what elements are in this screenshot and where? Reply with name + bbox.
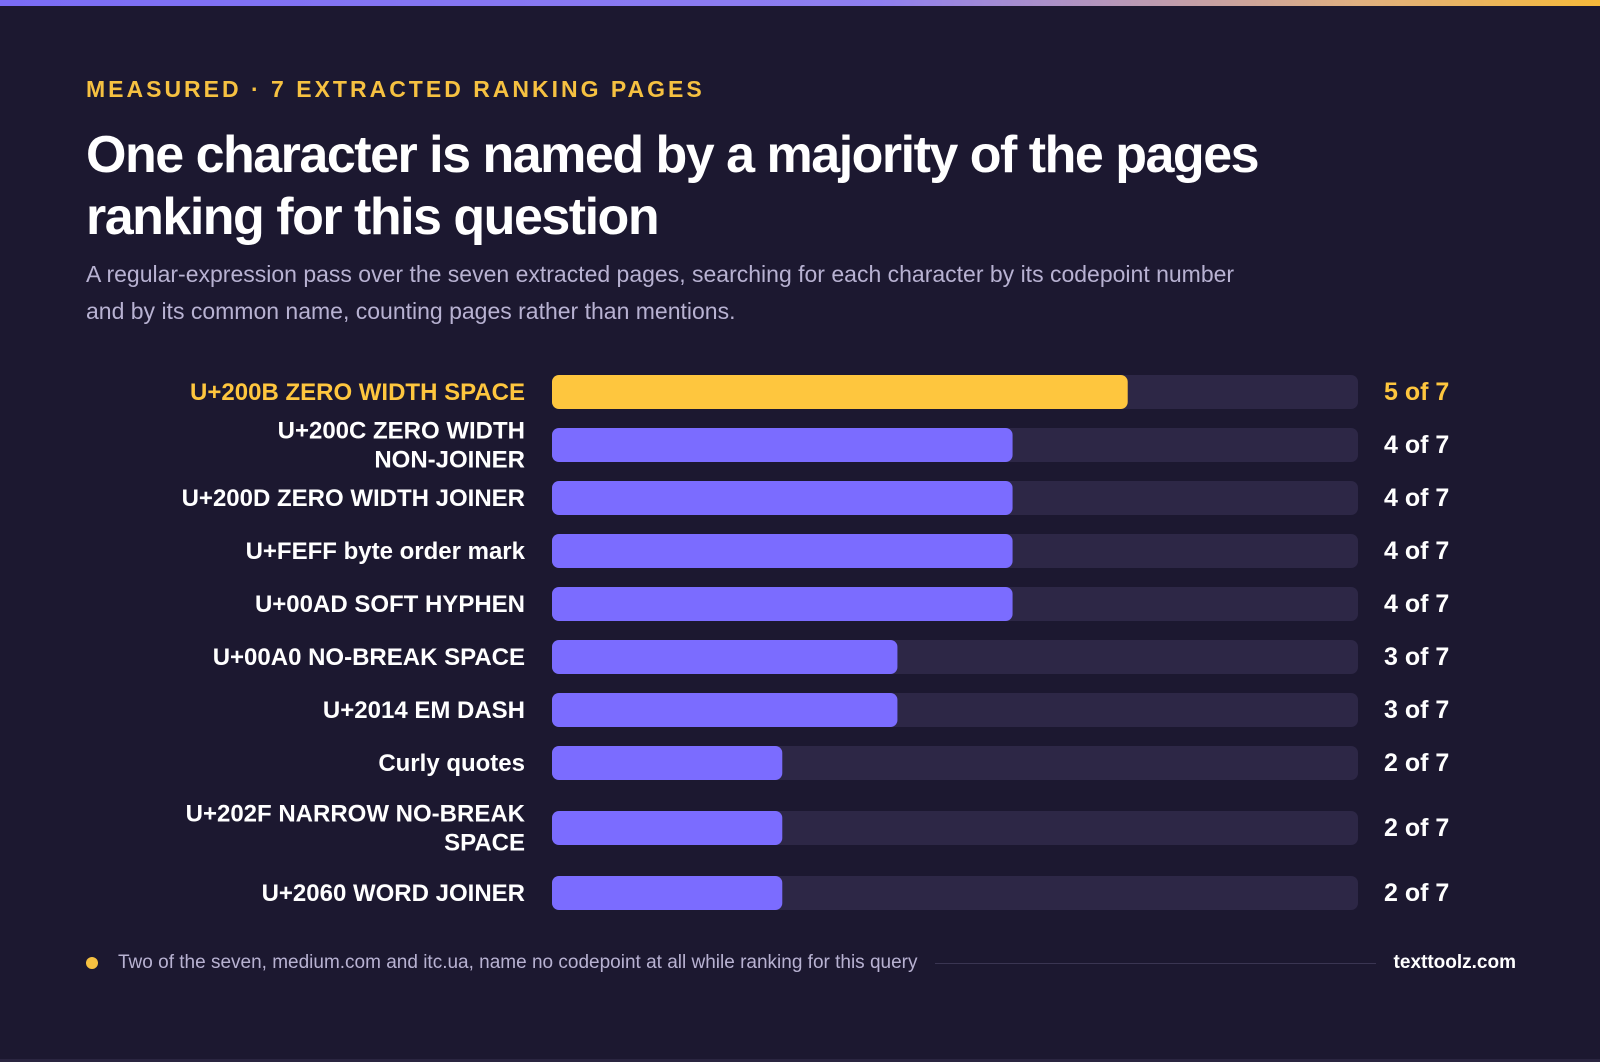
page-title: One character is named by a majority of …	[86, 126, 1260, 246]
footer-divider	[935, 962, 1376, 964]
bar	[552, 876, 783, 910]
value-label: 4 of 7	[1384, 484, 1449, 512]
bar	[552, 693, 898, 727]
category-label: U+FEFF byte order mark	[246, 538, 526, 565]
bullet-dot-icon	[86, 957, 98, 969]
footer-note: Two of the seven, medium.com and itc.ua,…	[118, 952, 918, 973]
category-label: U+2060 WORD JOINER	[262, 880, 525, 907]
value-label: 2 of 7	[1384, 879, 1449, 907]
brand-name: texttoolz.com	[1393, 952, 1516, 973]
bar	[552, 375, 1128, 409]
bar	[552, 640, 898, 674]
value-label: 5 of 7	[1384, 378, 1449, 406]
bar-row: U+2014 EM DASH 3 of 7	[323, 693, 1449, 727]
value-label: 2 of 7	[1384, 749, 1449, 777]
category-label: Curly quotes	[378, 750, 525, 777]
bar-row: U+200B ZERO WIDTH SPACE 5 of 7	[190, 375, 1449, 409]
bar-row: U+200C ZERO WIDTH NON-JOINER 4 of 7	[278, 418, 1450, 474]
bar-row: U+202F NARROW NO-BREAK SPACE 2 of 7	[186, 801, 1450, 857]
bar-row: U+2060 WORD JOINER 2 of 7	[262, 876, 1449, 910]
page-subtitle: A regular-expression pass over the seven…	[86, 261, 1235, 324]
bar-chart: U+200B ZERO WIDTH SPACE 5 of 7 U+200C ZERO…	[182, 375, 1450, 910]
bar	[552, 746, 783, 780]
value-label: 3 of 7	[1384, 696, 1449, 724]
category-label: U+200D ZERO WIDTH JOINER	[182, 485, 525, 512]
value-label: 4 of 7	[1384, 431, 1449, 459]
bar	[552, 428, 1013, 462]
category-label: U+2014 EM DASH	[323, 697, 525, 724]
category-label: U+202F NARROW NO-BREAK SPACE	[186, 801, 526, 857]
bar	[552, 587, 1013, 621]
bar	[552, 481, 1013, 515]
value-label: 2 of 7	[1384, 814, 1449, 842]
category-label: U+200C ZERO WIDTH NON-JOINER	[278, 418, 525, 474]
bar-row: Curly quotes 2 of 7	[378, 746, 1449, 780]
bar-row: U+200D ZERO WIDTH JOINER 4 of 7	[182, 481, 1449, 515]
category-label: U+200B ZERO WIDTH SPACE	[190, 379, 525, 406]
value-label: 4 of 7	[1384, 537, 1449, 565]
bottom-border	[0, 1059, 1600, 1062]
bar-row: U+00AD SOFT HYPHEN 4 of 7	[255, 587, 1449, 621]
bar-row: U+00A0 NO-BREAK SPACE 3 of 7	[213, 640, 1449, 674]
top-accent-bar	[0, 0, 1600, 6]
bar	[552, 534, 1013, 568]
footer: Two of the seven, medium.com and itc.ua,…	[86, 948, 1516, 978]
kicker: MEASURED · 7 EXTRACTED RANKING PAGES	[86, 76, 705, 102]
category-label: U+00A0 NO-BREAK SPACE	[213, 644, 525, 671]
value-label: 3 of 7	[1384, 643, 1449, 671]
bar	[552, 811, 783, 845]
category-label: U+00AD SOFT HYPHEN	[255, 591, 525, 618]
value-label: 4 of 7	[1384, 590, 1449, 618]
bar-row: U+FEFF byte order mark 4 of 7	[246, 534, 1449, 568]
